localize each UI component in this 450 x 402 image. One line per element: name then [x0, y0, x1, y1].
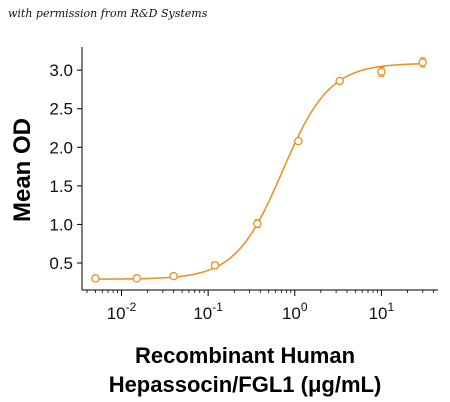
data-point: [91, 274, 100, 283]
y-tick-label: 1.0: [49, 215, 73, 234]
data-point: [132, 274, 142, 283]
data-point: [335, 76, 344, 86]
y-tick-label: 3.0: [49, 61, 73, 80]
point-marker: [418, 58, 427, 67]
point-marker: [169, 271, 178, 281]
point-marker: [377, 67, 386, 76]
x-axis-title-line1: Recombinant Human: [135, 343, 355, 368]
data-point: [253, 219, 262, 229]
point-marker: [335, 76, 344, 86]
y-axis-title: Mean OD: [9, 118, 36, 222]
x-tick-label: 10-1: [193, 300, 223, 323]
ticks: 0.5 1.0 1.5 2.0 2.5 3.0 10-2 10-1 100 101: [49, 61, 434, 323]
y-tick-label: 2.5: [49, 100, 73, 119]
data-point: [418, 57, 427, 68]
data-point: [294, 136, 303, 146]
data-point: [210, 261, 220, 270]
point-marker: [132, 274, 142, 283]
y-tick-label: 1.5: [49, 177, 73, 196]
x-tick-label: 101: [369, 300, 395, 323]
y-tick-label: 0.5: [49, 254, 73, 273]
data-points: [91, 57, 427, 283]
fit-curve: [95, 63, 423, 280]
point-marker: [253, 219, 262, 228]
point-marker: [91, 274, 100, 283]
permission-watermark: with permission from R&D Systems: [8, 7, 208, 20]
point-marker: [210, 261, 220, 270]
x-tick-label: 10-2: [107, 300, 137, 323]
axes: [81, 47, 438, 291]
y-tick-label: 2.0: [49, 138, 73, 157]
data-point: [169, 271, 178, 281]
point-marker: [294, 136, 303, 146]
x-tick-label: 100: [282, 300, 308, 323]
data-point: [377, 66, 386, 77]
x-axis-title-line2: Hepassocin/FGL1 (μg/mL): [109, 372, 382, 397]
